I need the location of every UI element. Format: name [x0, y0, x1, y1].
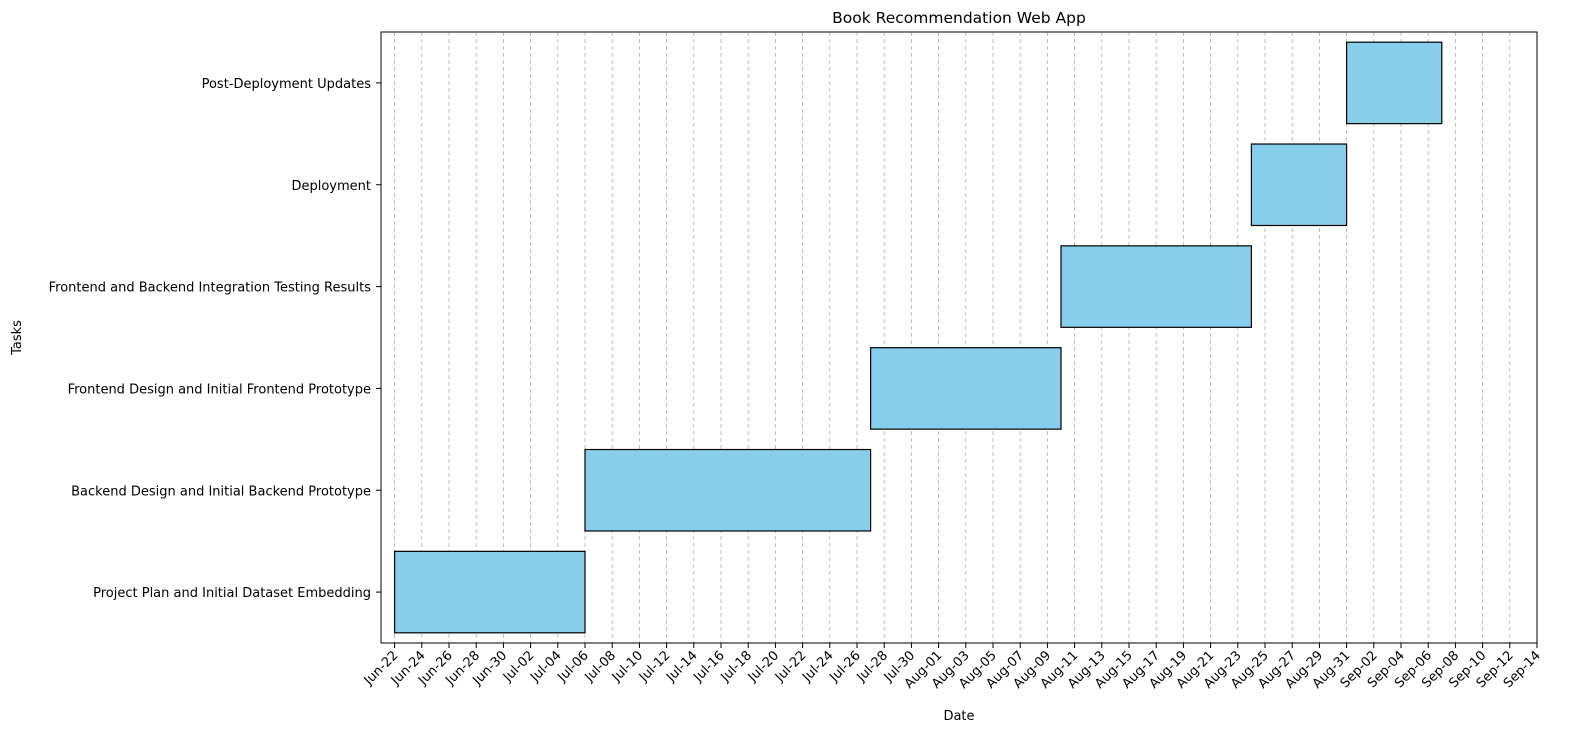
grid-lines [394, 32, 1538, 643]
task-bar [1060, 245, 1252, 328]
y-tick-label: Backend Design and Initial Backend Proto… [71, 484, 371, 499]
chart-title: Book Recommendation Web App [832, 9, 1086, 27]
plot-frame [380, 31, 1538, 644]
x-axis-title: Date [943, 709, 974, 724]
y-tick-label: Frontend and Backend Integration Testing… [49, 281, 372, 296]
task-bar [869, 347, 1062, 430]
task-bar [1250, 143, 1348, 227]
y-axis-ticks: Project Plan and Initial Dataset Embeddi… [49, 77, 381, 601]
task-bars [394, 41, 1443, 634]
y-tick-label: Deployment [291, 179, 371, 194]
y-axis-title: Tasks [10, 320, 25, 356]
y-tick-label: Project Plan and Initial Dataset Embeddi… [93, 586, 371, 601]
y-tick-label: Frontend Design and Initial Frontend Pro… [68, 382, 371, 397]
y-tick-label: Post-Deployment Updates [202, 77, 372, 92]
task-bar [584, 448, 872, 532]
task-bar [394, 550, 586, 634]
task-bar [1345, 41, 1443, 125]
